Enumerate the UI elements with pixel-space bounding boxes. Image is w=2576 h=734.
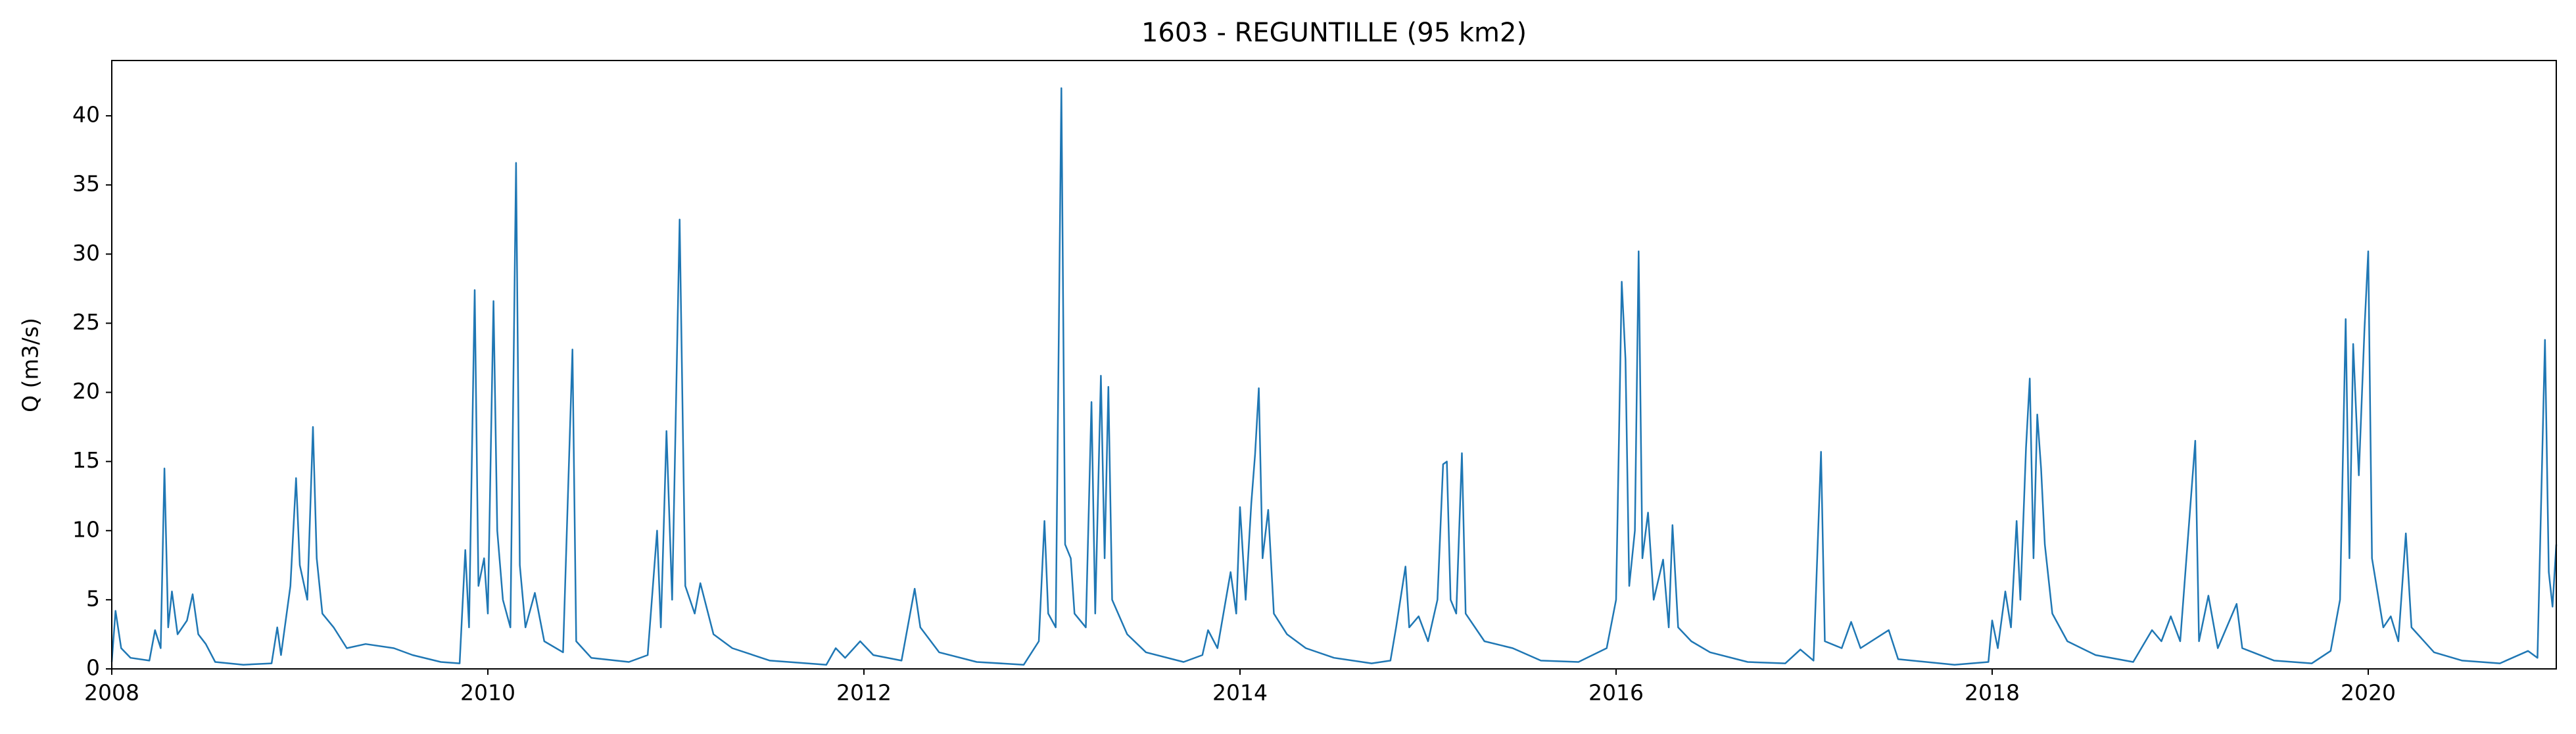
- y-axis-label: Q (m3/s): [18, 318, 43, 412]
- y-tick-label: 30: [72, 240, 100, 266]
- y-tick-label: 10: [72, 516, 100, 542]
- x-tick-label: 2016: [1588, 680, 1644, 706]
- y-tick-label: 20: [72, 378, 100, 404]
- y-tick-label: 40: [72, 102, 100, 128]
- x-tick-label: 2012: [836, 680, 892, 706]
- y-tick-label: 15: [72, 447, 100, 473]
- x-tick-label: 2008: [84, 680, 139, 706]
- y-tick-label: 5: [86, 585, 100, 611]
- plot-frame: [111, 60, 2557, 670]
- x-tick-label: 2018: [1965, 680, 2020, 706]
- y-tick-label: 25: [72, 309, 100, 335]
- x-tick-label: 2010: [460, 680, 515, 706]
- y-tick-label: 35: [72, 171, 100, 197]
- flow-line: [110, 87, 2558, 666]
- x-tick-label: 2014: [1212, 680, 1268, 706]
- y-tick-label: 0: [86, 655, 100, 681]
- chart-title: 1603 - REGUNTILLE (95 km2): [1141, 18, 1527, 48]
- x-tick-label: 2020: [2341, 680, 2396, 706]
